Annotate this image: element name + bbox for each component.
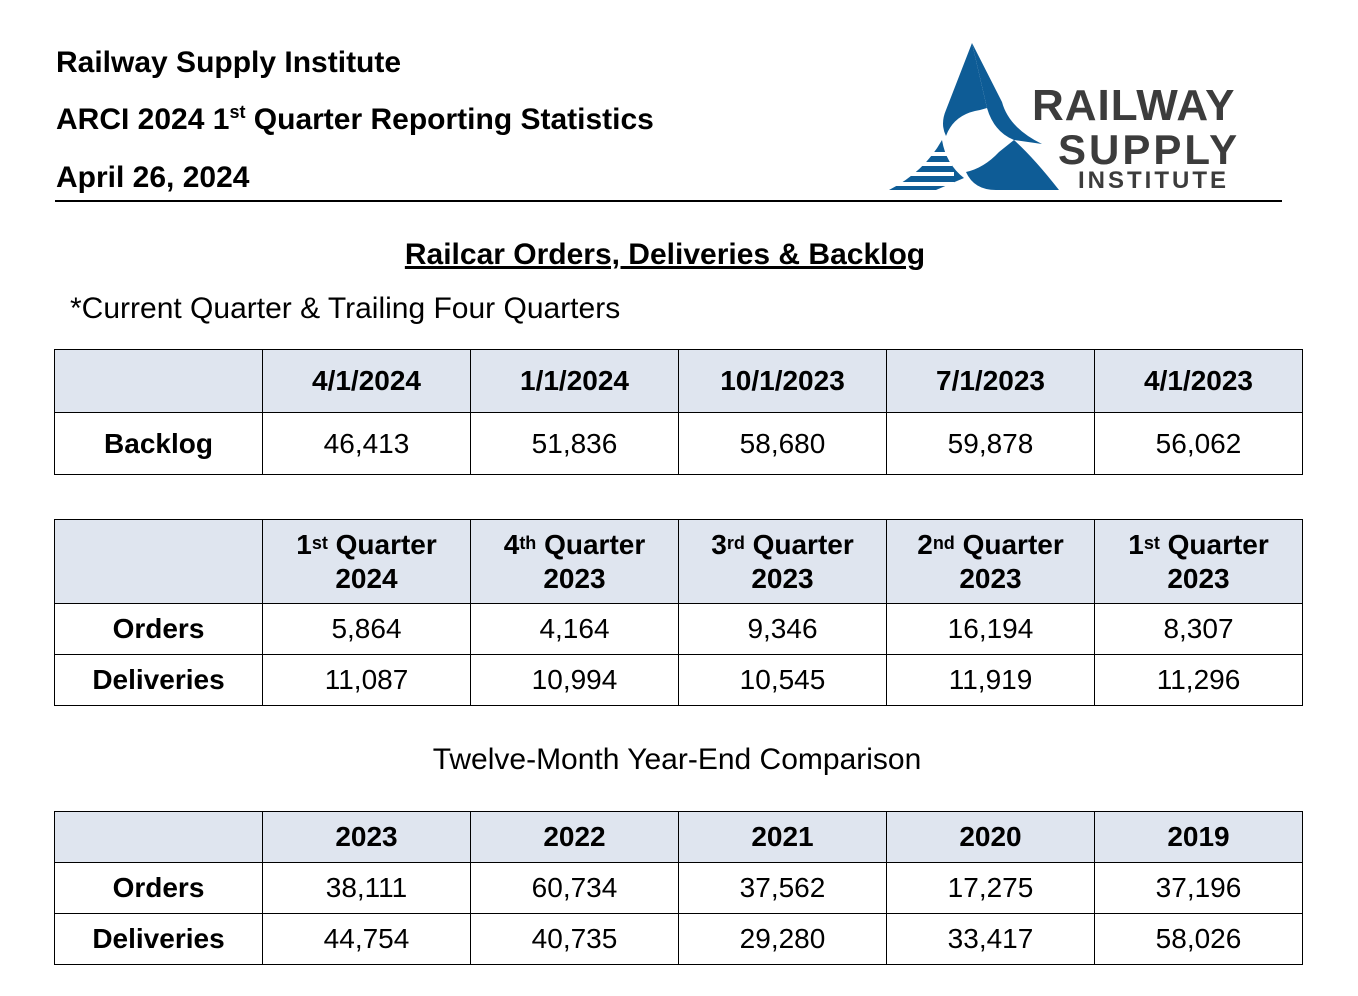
quarterly-row-label: Deliveries (54, 654, 263, 706)
report-date: April 26, 2024 (56, 161, 250, 194)
quarter-word: Quarter (1159, 528, 1269, 560)
quarter-year: 2023 (1167, 562, 1230, 594)
quarterly-column-header: 4th Quarter 2023 (470, 519, 679, 604)
backlog-column-header: 4/1/2024 (262, 349, 471, 413)
quarterly-corner-cell (54, 519, 263, 604)
logo-mark-icon (888, 43, 1059, 190)
report-title-suffix: Quarter Reporting Statistics (245, 103, 654, 136)
header-divider (55, 200, 1282, 202)
backlog-value: 51,836 (470, 412, 679, 475)
logo-text-supply: SUPPLY (1058, 126, 1241, 173)
quarterly-column-header: 2nd Quarter 2023 (886, 519, 1095, 604)
section-title: Railcar Orders, Deliveries & Backlog (0, 238, 1330, 272)
backlog-value: 59,878 (886, 412, 1095, 475)
quarter-word: Quarter (536, 528, 646, 560)
report-title: ARCI 2024 1st Quarter Reporting Statisti… (56, 102, 654, 136)
quarterly-column-header: 3rd Quarter 2023 (678, 519, 887, 604)
quarter-number: 2 (917, 528, 933, 560)
yearend-column-header: 2022 (470, 811, 679, 863)
backlog-value: 58,680 (678, 412, 887, 475)
yearend-value: 58,026 (1094, 913, 1303, 965)
quarterly-table: 1st Quarter 2024 4th Quarter 2023 3rd Quar… (54, 519, 1303, 706)
quarter-number: 4 (503, 528, 520, 560)
yearend-column-header: 2020 (886, 811, 1095, 863)
quarter-number: 3 (711, 528, 727, 560)
quarterly-row-label: Orders (54, 603, 263, 655)
yearend-value: 38,111 (262, 862, 471, 914)
yearend-value: 37,562 (678, 862, 887, 914)
yearend-column-header: 2021 (678, 811, 887, 863)
yearend-value: 60,734 (470, 862, 679, 914)
quarter-year: 2024 (335, 562, 398, 594)
backlog-column-header: 7/1/2023 (886, 349, 1095, 413)
quarterly-column-header: 1st Quarter 2024 (262, 519, 471, 604)
quarter-suffix: st (1143, 532, 1160, 553)
yearend-value: 17,275 (886, 862, 1095, 914)
backlog-column-header: 10/1/2023 (678, 349, 887, 413)
backlog-value: 46,413 (262, 412, 471, 475)
quarter-year: 2023 (751, 562, 814, 594)
backlog-table: 4/1/2024 1/1/2024 10/1/2023 7/1/2023 4/1… (54, 349, 1303, 475)
report-title-superscript: st (229, 102, 246, 122)
backlog-header-row: 4/1/2024 1/1/2024 10/1/2023 7/1/2023 4/1… (54, 349, 1303, 413)
quarter-word: Quarter (954, 528, 1064, 560)
yearend-orders-row: Orders 38,111 60,734 37,562 17,275 37,19… (54, 862, 1303, 914)
backlog-column-header: 4/1/2023 (1094, 349, 1303, 413)
quarter-suffix: st (311, 532, 328, 553)
yearend-column-header: 2019 (1094, 811, 1303, 863)
period-note: *Current Quarter & Trailing Four Quarter… (70, 292, 621, 325)
railway-supply-institute-logo: RAILWAY SUPPLY INSTITUTE (884, 40, 1284, 195)
quarterly-value: 4,164 (470, 603, 679, 655)
yearend-value: 33,417 (886, 913, 1095, 965)
yearend-header-row: 2023 2022 2021 2020 2019 (54, 811, 1303, 863)
logo-text-railway: RAILWAY (1032, 81, 1236, 130)
backlog-row-label: Backlog (54, 412, 263, 475)
backlog-value: 56,062 (1094, 412, 1303, 475)
yearend-heading: Twelve-Month Year-End Comparison (432, 743, 922, 776)
quarter-number: 1 (296, 528, 312, 560)
section-title-text: Railcar Orders, Deliveries & Backlog (404, 238, 926, 271)
quarterly-value: 9,346 (678, 603, 887, 655)
quarterly-value: 5,864 (262, 603, 471, 655)
quarterly-value: 11,296 (1094, 654, 1303, 706)
yearend-value: 29,280 (678, 913, 887, 965)
backlog-row: Backlog 46,413 51,836 58,680 59,878 56,0… (54, 412, 1303, 475)
quarterly-value: 10,994 (470, 654, 679, 706)
quarterly-value: 8,307 (1094, 603, 1303, 655)
yearend-value: 40,735 (470, 913, 679, 965)
yearend-value: 37,196 (1094, 862, 1303, 914)
yearend-table: 2023 2022 2021 2020 2019 Orders 38,111 6… (54, 811, 1303, 965)
quarter-year: 2023 (959, 562, 1022, 594)
quarterly-deliveries-row: Deliveries 11,087 10,994 10,545 11,919 1… (54, 654, 1303, 706)
quarter-number: 1 (1128, 528, 1144, 560)
quarterly-value: 11,919 (886, 654, 1095, 706)
backlog-column-header: 1/1/2024 (470, 349, 679, 413)
quarterly-value: 10,545 (678, 654, 887, 706)
organization-name: Railway Supply Institute (56, 46, 402, 79)
quarterly-value: 16,194 (886, 603, 1095, 655)
quarter-suffix: nd (932, 532, 955, 553)
quarterly-column-header: 1st Quarter 2023 (1094, 519, 1303, 604)
yearend-deliveries-row: Deliveries 44,754 40,735 29,280 33,417 5… (54, 913, 1303, 965)
yearend-value: 44,754 (262, 913, 471, 965)
yearend-row-label: Deliveries (54, 913, 263, 965)
quarter-suffix: th (519, 532, 537, 553)
report-title-prefix: ARCI 2024 1 (56, 103, 230, 136)
yearend-row-label: Orders (54, 862, 263, 914)
quarter-suffix: rd (726, 532, 745, 553)
backlog-corner-cell (54, 349, 263, 413)
logo-text-institute: INSTITUTE (1078, 167, 1229, 194)
quarter-year: 2023 (543, 562, 606, 594)
yearend-corner-cell (54, 811, 263, 863)
yearend-column-header: 2023 (262, 811, 471, 863)
quarterly-value: 11,087 (262, 654, 471, 706)
quarterly-header-row: 1st Quarter 2024 4th Quarter 2023 3rd Quar… (54, 519, 1303, 604)
quarter-word: Quarter (327, 528, 437, 560)
quarterly-orders-row: Orders 5,864 4,164 9,346 16,194 8,307 (54, 603, 1303, 655)
quarter-word: Quarter (744, 528, 854, 560)
